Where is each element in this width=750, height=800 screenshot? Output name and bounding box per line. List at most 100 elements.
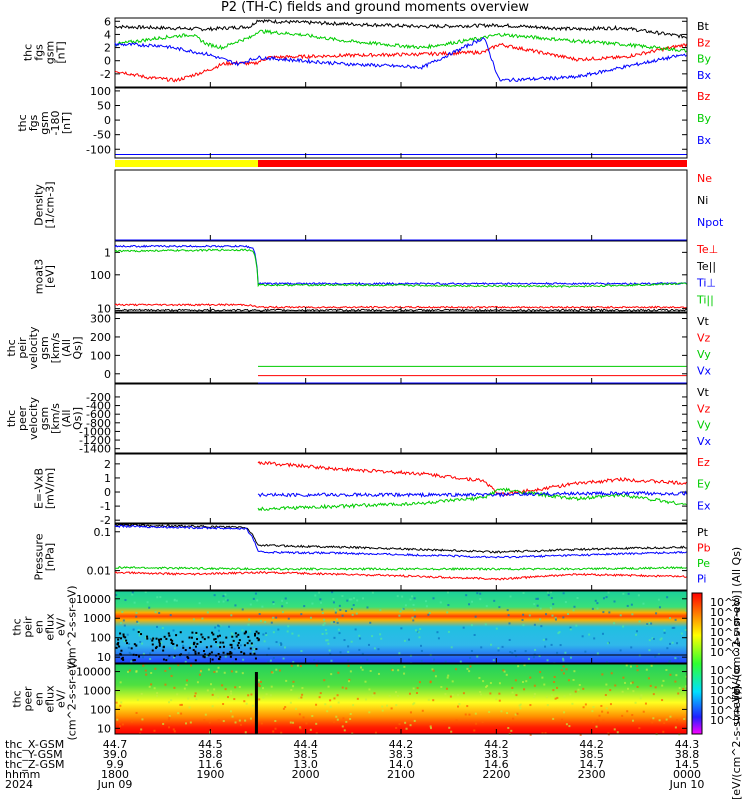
y-tick-label: 100 (90, 632, 111, 645)
heatmap-speckle (657, 598, 660, 601)
y-tick-label: -1 (100, 500, 111, 513)
heatmap-speckle (142, 652, 145, 655)
heatmap-speckle (654, 686, 657, 689)
heatmap-speckle (527, 657, 530, 660)
legend-pe: Pe (697, 557, 710, 570)
heatmap-speckle (631, 613, 634, 616)
y-axis-label-part: (All (60, 339, 73, 357)
heatmap-speckle (205, 654, 208, 657)
heatmap-speckle (300, 650, 303, 653)
heatmap-speckle (275, 616, 278, 619)
heatmap-speckle (282, 657, 285, 660)
heatmap-gap-bar (254, 672, 258, 734)
time-row-value: 44.5 (198, 738, 223, 751)
colorbar-tick: 10^6 (710, 684, 740, 697)
heatmap-speckle (515, 694, 518, 697)
date-end: Jun 10 (669, 778, 705, 791)
heatmap-gap (215, 641, 218, 644)
heatmap-speckle (303, 605, 306, 608)
heatmap-speckle (135, 670, 138, 673)
heatmap-speckle (507, 726, 510, 729)
time-row-label: thc_Y-GSM (5, 748, 63, 761)
heatmap-speckle (495, 698, 498, 701)
y-axis-label: thcpeirenefluxeV/(cm^2-s-sr-eV) (11, 585, 79, 668)
heatmap-speckle (169, 614, 172, 617)
heatmap-speckle (674, 657, 677, 660)
heatmap-speckle (230, 632, 233, 635)
heatmap-speckle (671, 626, 674, 629)
heatmap-speckle (187, 697, 190, 700)
heatmap-speckle (261, 687, 264, 690)
heatmap-speckle (473, 729, 476, 732)
heatmap-speckle (582, 706, 585, 709)
heatmap-speckle (650, 664, 653, 667)
heatmap-speckle (468, 670, 471, 673)
heatmap-speckle (195, 698, 198, 701)
heatmap-speckle (315, 722, 318, 725)
heatmap-gap (230, 652, 233, 655)
heatmap-speckle (403, 639, 406, 642)
heatmap-speckle (444, 693, 447, 696)
panel-5: 300 200 100 0 thcpeirvelocitygsm[km/s(AllQs)… (5, 312, 712, 384)
heatmap-speckle (230, 690, 233, 693)
heatmap-speckle (328, 649, 331, 652)
heatmap-speckle (309, 728, 312, 731)
heatmap-gap (122, 633, 125, 636)
heatmap-speckle (208, 721, 211, 724)
heatmap-speckle (404, 604, 407, 607)
heatmap-speckle (252, 597, 255, 600)
heatmap-speckle (677, 657, 680, 660)
heatmap-speckle (187, 652, 190, 655)
y-axis-label-part: Qs)] (71, 337, 84, 360)
heatmap-speckle (557, 632, 560, 635)
heatmap-speckle (563, 711, 566, 714)
heatmap-speckle (168, 701, 171, 704)
heatmap-speckle (287, 617, 290, 620)
heatmap-speckle (658, 719, 661, 722)
heatmap-speckle (522, 592, 525, 595)
heatmap-speckle (471, 600, 474, 603)
heatmap-speckle (522, 624, 525, 627)
heatmap-gap (219, 641, 222, 644)
heatmap-speckle (290, 664, 293, 667)
legend-pt: Pt (697, 526, 709, 539)
y-tick-label: 0.1 (94, 526, 112, 539)
heatmap-speckle (562, 657, 565, 660)
heatmap-speckle (343, 639, 346, 642)
heatmap-speckle (275, 641, 278, 644)
heatmap-speckle (264, 632, 267, 635)
heatmap-speckle (556, 651, 559, 654)
heatmap-speckle (489, 643, 492, 646)
heatmap-speckle (553, 681, 556, 684)
heatmap-speckle (229, 710, 232, 713)
heatmap-speckle (345, 720, 348, 723)
heatmap-speckle (146, 601, 149, 604)
heatmap-speckle (272, 657, 275, 660)
heatmap-speckle (545, 638, 548, 641)
y-axis-label-part: [mV/m] (44, 468, 57, 509)
heatmap-speckle (625, 664, 628, 667)
heatmap-speckle (284, 597, 287, 600)
heatmap-speckle (225, 598, 228, 601)
heatmap-speckle (164, 683, 167, 686)
year-label: 2024 (5, 778, 33, 791)
heatmap-speckle (421, 709, 424, 712)
heatmap-speckle (682, 694, 685, 697)
heatmap-speckle (465, 594, 468, 597)
heatmap-gap (163, 635, 166, 638)
heatmap-speckle (372, 694, 375, 697)
panel-frame (114, 87, 688, 159)
heatmap-speckle (313, 658, 316, 661)
heatmap-speckle (224, 688, 227, 691)
heatmap-speckle (315, 732, 318, 735)
heatmap-speckle (277, 628, 280, 631)
panel-2: 100 500 -50-100 thcfgsgsm-180[nT] Bz By Bx (16, 85, 712, 159)
heatmap-speckle (148, 606, 151, 609)
heatmap-speckle (621, 714, 624, 717)
y-tick-label: 0.01 (87, 565, 112, 578)
heatmap-speckle (119, 704, 122, 707)
heatmap-speckle (153, 729, 156, 732)
heatmap-speckle (332, 597, 335, 600)
heatmap-gap (202, 650, 205, 653)
heatmap-speckle (374, 731, 377, 734)
